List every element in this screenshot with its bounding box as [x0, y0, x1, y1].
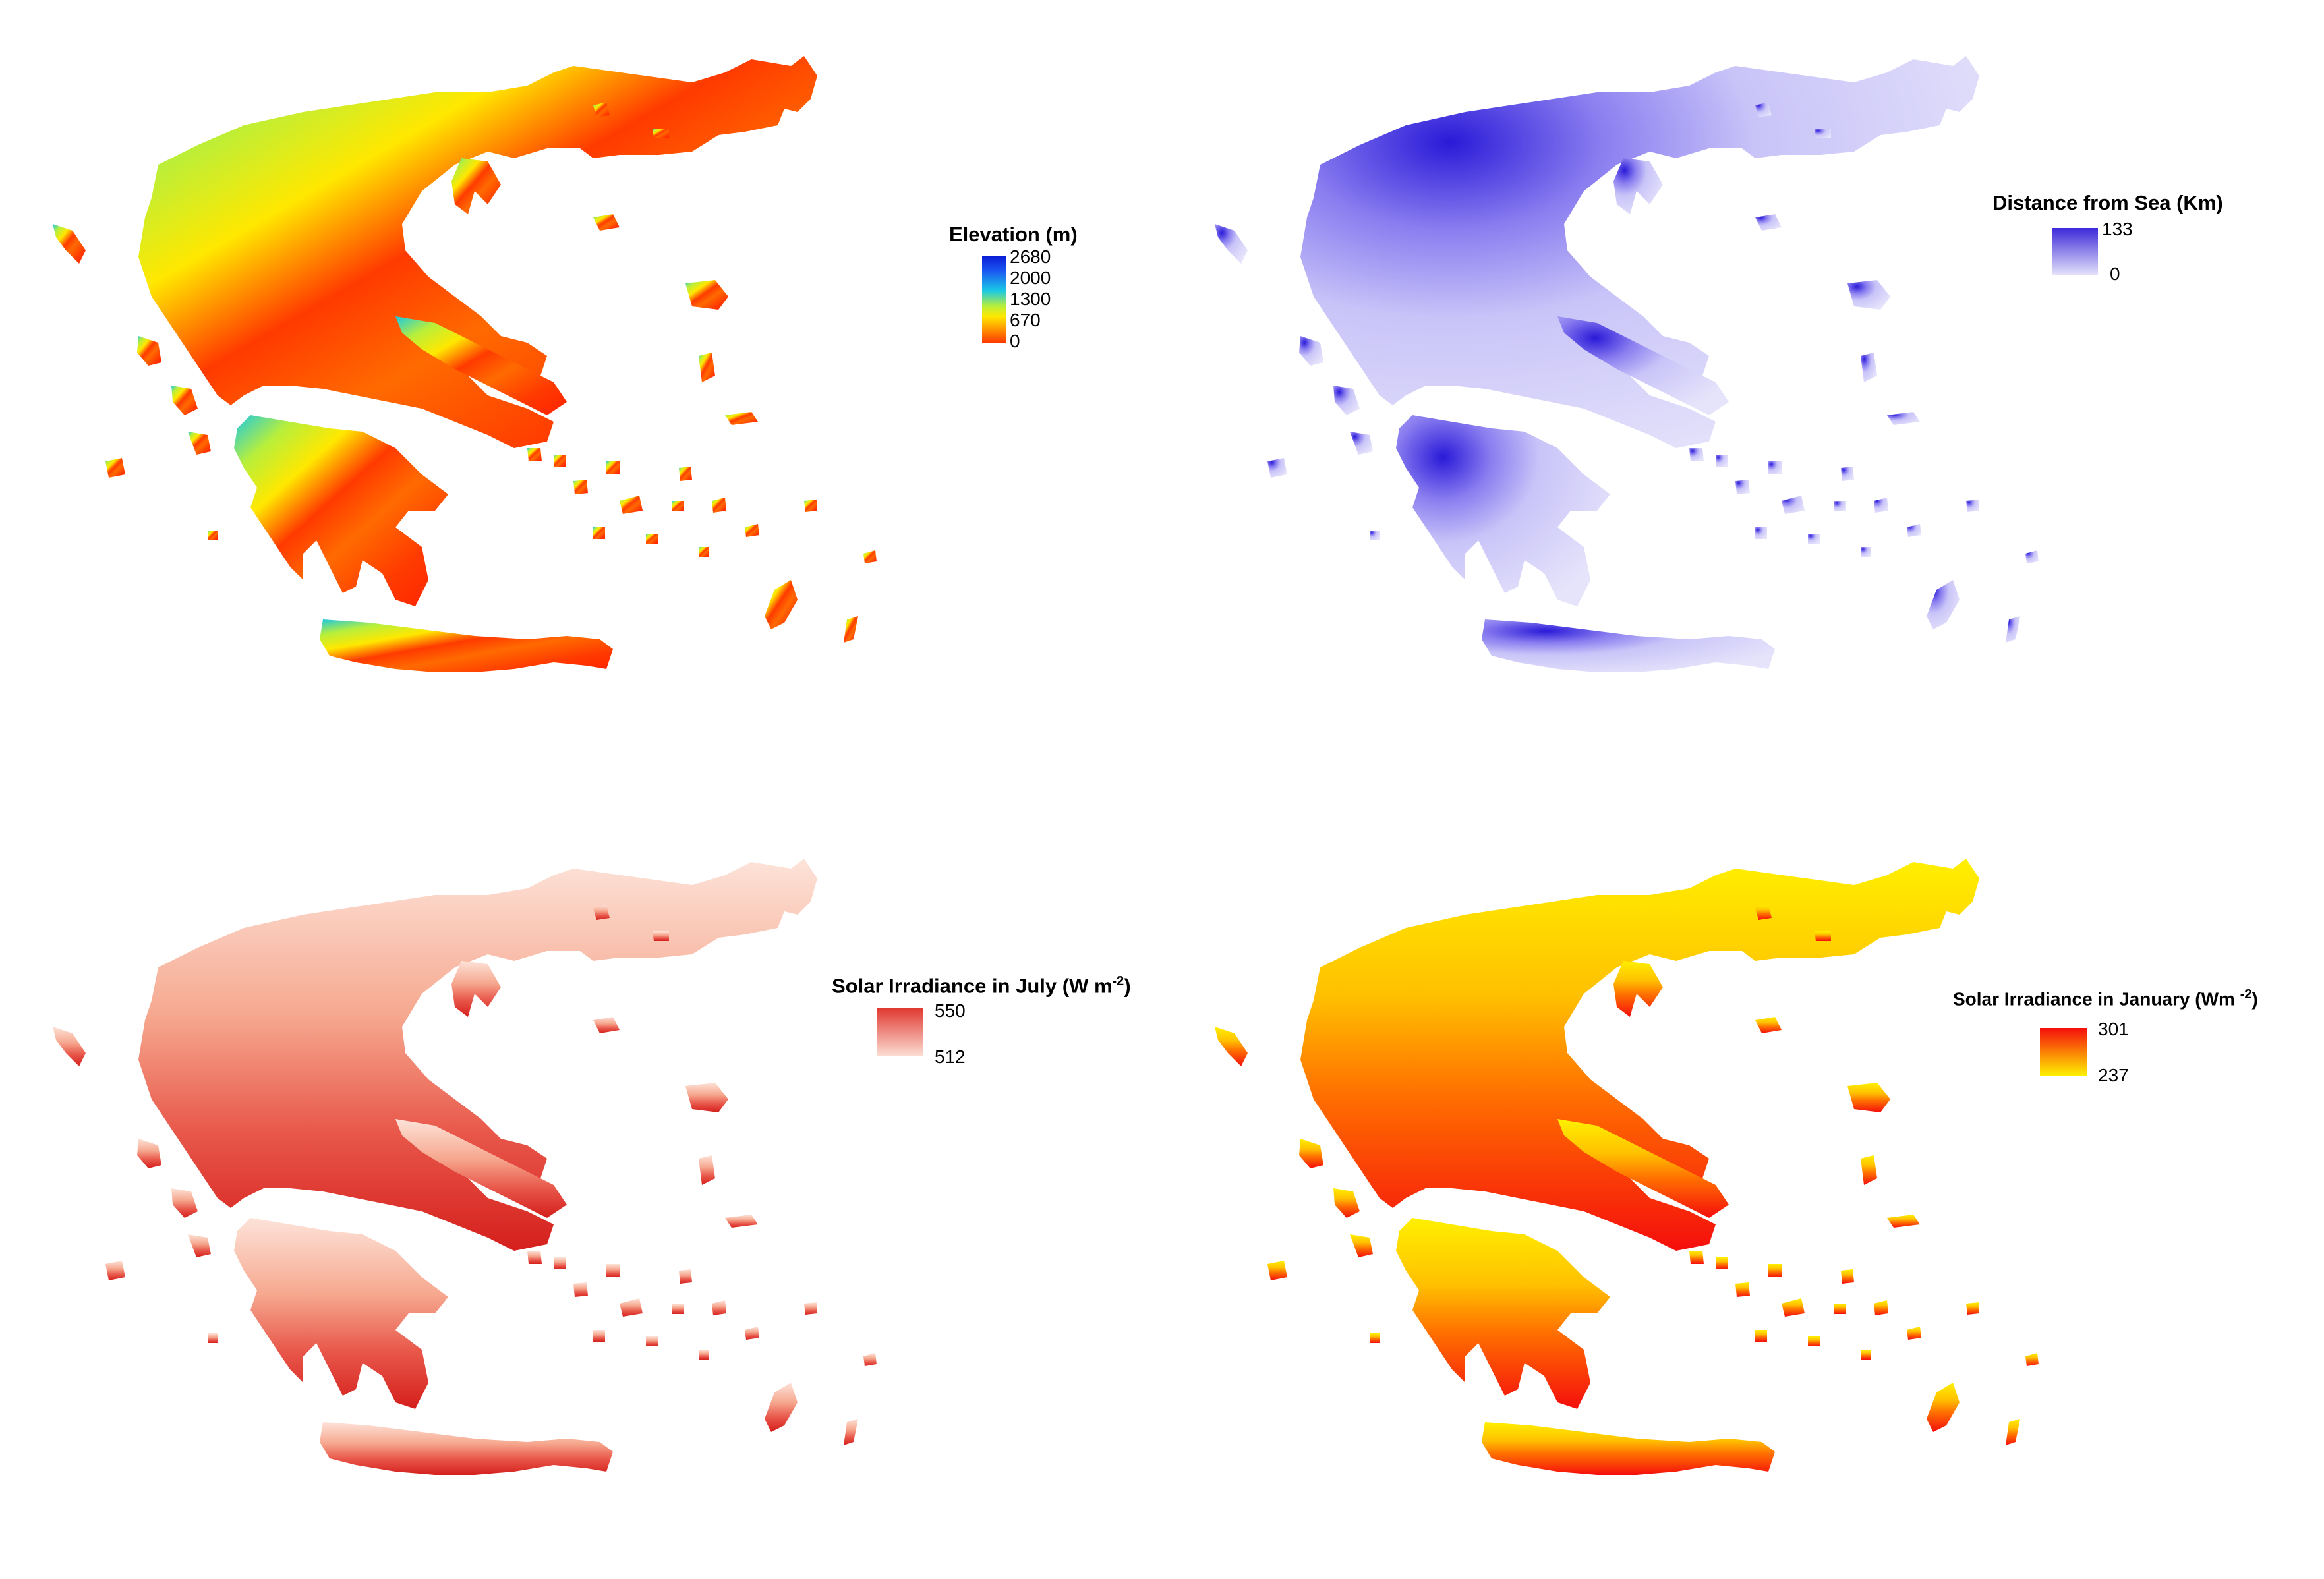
greece-distance-shape	[1215, 56, 2039, 672]
distance-panel: Distance from Sea (Km) 133 0	[1162, 0, 2324, 790]
solar-july-title-end: )	[1124, 974, 1131, 998]
elevation-panel: Elevation (m) 2680 2000 1300 670 0	[0, 0, 1162, 790]
solar-january-color-ramp	[2040, 1028, 2087, 1076]
solar-july-title-text: Solar Irradiance in July (W m	[832, 974, 1113, 998]
solar-july-legend: Solar Irradiance in July (W m-2) 550 512	[832, 974, 1148, 1079]
elevation-legend-title: Elevation (m)	[949, 223, 1078, 246]
greece-solar-july-shape	[53, 859, 877, 1475]
elevation-legend: Elevation (m) 2680 2000 1300 670 0	[949, 217, 1134, 362]
distance-legend: Distance from Sea (Km) 133 0	[1992, 191, 2309, 297]
solar-january-title-sup: -2	[2240, 987, 2252, 1002]
distance-legend-title: Distance from Sea (Km)	[1992, 191, 2223, 214]
elevation-map	[53, 56, 877, 672]
solar-january-legend-title: Solar Irradiance in January (Wm -2)	[1953, 987, 2258, 1010]
elevation-tick-label: 2680	[1010, 246, 1051, 267]
elevation-color-ramp	[982, 256, 1006, 343]
greece-solar-january-shape	[1215, 859, 2039, 1475]
elevation-tick-label: 1300	[1010, 289, 1051, 309]
solar-january-tick-label: 237	[2098, 1065, 2129, 1085]
solar-july-map	[53, 859, 877, 1475]
solar-july-panel: Solar Irradiance in July (W m-2) 550 512	[0, 790, 1162, 1579]
solar-july-color-ramp	[877, 1008, 923, 1056]
distance-tick-label: 133	[2102, 219, 2133, 239]
distance-tick-label: 0	[2110, 264, 2120, 284]
solar-july-tick-label: 512	[935, 1047, 966, 1067]
solar-january-map	[1215, 859, 2039, 1475]
elevation-tick-label: 0	[1010, 331, 1020, 351]
distance-map	[1215, 56, 2039, 672]
solar-january-title-end: )	[2251, 989, 2258, 1010]
greece-elevation-shape	[53, 56, 877, 672]
solar-january-title-text: Solar Irradiance in January (Wm	[1953, 989, 2240, 1010]
solar-january-tick-label: 301	[2098, 1019, 2129, 1039]
elevation-tick-label: 670	[1010, 310, 1041, 330]
distance-color-ramp	[2052, 228, 2098, 275]
solar-july-legend-title: Solar Irradiance in July (W m-2)	[832, 974, 1131, 998]
solar-july-title-sup: -2	[1112, 974, 1124, 989]
elevation-tick-label: 2000	[1010, 268, 1051, 288]
solar-july-tick-label: 550	[935, 1000, 966, 1021]
solar-january-panel: Solar Irradiance in January (Wm -2) 301 …	[1162, 790, 2324, 1579]
solar-january-legend: Solar Irradiance in January (Wm -2) 301 …	[1953, 987, 2315, 1093]
